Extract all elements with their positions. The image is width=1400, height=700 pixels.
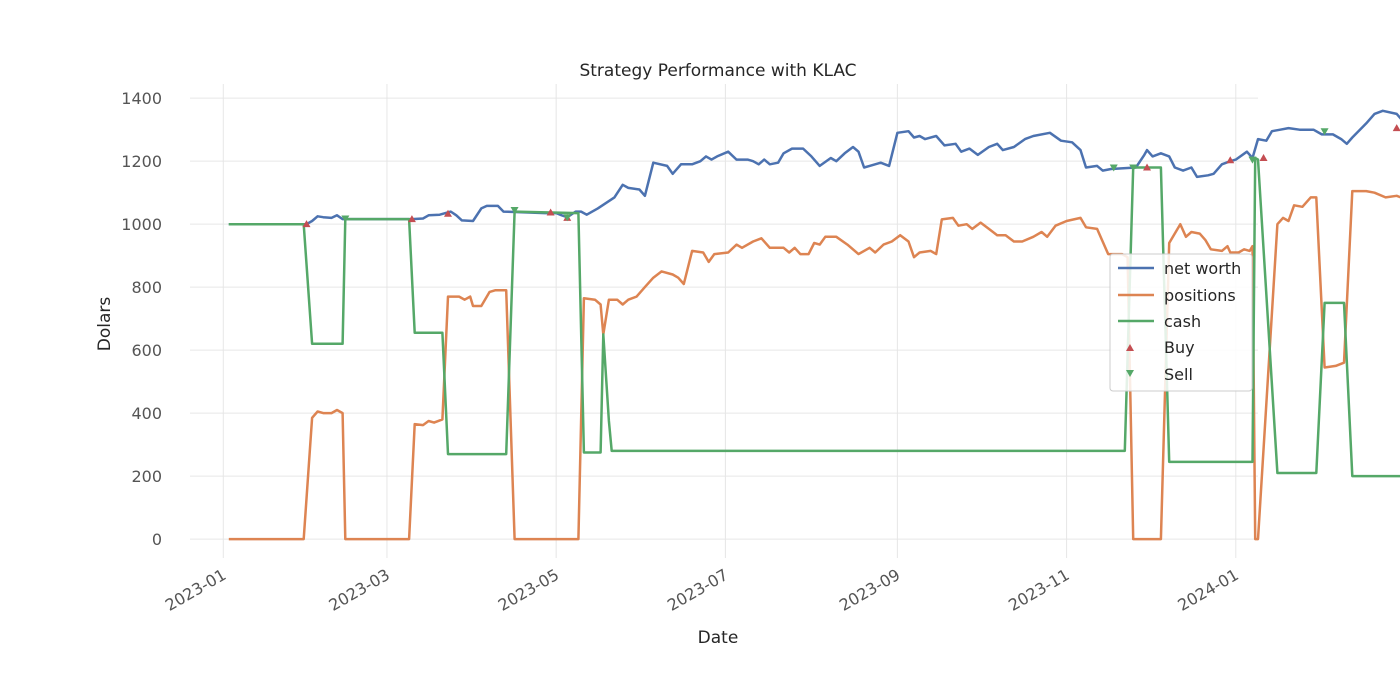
y-tick-label: 400 xyxy=(131,404,162,423)
buy-marker xyxy=(1143,163,1152,171)
buy-marker xyxy=(1226,156,1235,164)
x-tick-label: 2023-11 xyxy=(1005,565,1072,615)
sell-marker xyxy=(341,215,350,223)
series-line-cash xyxy=(228,156,1400,478)
buy-marker xyxy=(1259,154,1268,162)
legend-label-buy: Buy xyxy=(1164,338,1195,357)
y-axis-label: Dolars xyxy=(95,297,115,352)
y-axis-ticks: 0 200 400 600 800 1000 1200 1400 xyxy=(121,89,162,549)
x-tick-label: 2024-01 xyxy=(1174,565,1241,615)
y-tick-label: 1200 xyxy=(121,152,162,171)
grid xyxy=(190,84,1258,558)
sell-marker xyxy=(510,206,519,214)
sell-marker xyxy=(1248,156,1257,164)
y-tick-label: 1000 xyxy=(121,215,162,234)
sell-marker xyxy=(1129,164,1138,172)
y-tick-label: 1400 xyxy=(121,89,162,108)
series-line-positions xyxy=(228,189,1400,541)
x-tick-label: 2023-01 xyxy=(162,565,229,615)
x-tick-label: 2023-03 xyxy=(326,565,393,615)
x-tick-label: 2023-07 xyxy=(664,565,731,615)
x-tick-label: 2023-05 xyxy=(495,565,562,615)
chart-title: Strategy Performance with KLAC xyxy=(579,61,856,81)
legend-label-net-worth: net worth xyxy=(1164,259,1241,278)
buy-marker xyxy=(443,209,452,217)
legend-buy-marker-icon xyxy=(1126,344,1134,351)
x-axis-label: Date xyxy=(698,628,739,648)
buy-marker xyxy=(1392,124,1400,132)
sell-marker xyxy=(563,214,572,222)
sell-marker xyxy=(1109,164,1118,172)
y-tick-label: 800 xyxy=(131,278,162,297)
legend-sell-marker-icon xyxy=(1126,370,1134,377)
legend-label-sell: Sell xyxy=(1164,365,1193,384)
buy-marker xyxy=(302,220,311,228)
y-tick-label: 600 xyxy=(131,341,162,360)
series-line-net-worth xyxy=(228,109,1400,226)
legend-label-positions: positions xyxy=(1164,286,1236,305)
x-tick-label: 2023-09 xyxy=(836,565,903,615)
legend-box xyxy=(1109,253,1253,392)
legend-label-cash: cash xyxy=(1164,312,1201,331)
x-axis-ticks: 2023-01 2023-03 2023-05 2023-07 2023-09 2023-… xyxy=(162,565,1242,615)
y-tick-label: 200 xyxy=(131,467,162,486)
legend: net worth positions cash Buy Sell xyxy=(1109,253,1253,392)
y-tick-label: 0 xyxy=(152,530,162,549)
sell-marker xyxy=(1320,128,1329,136)
buy-marker xyxy=(407,215,416,223)
buy-marker xyxy=(546,208,555,216)
trade-markers xyxy=(302,124,1400,228)
